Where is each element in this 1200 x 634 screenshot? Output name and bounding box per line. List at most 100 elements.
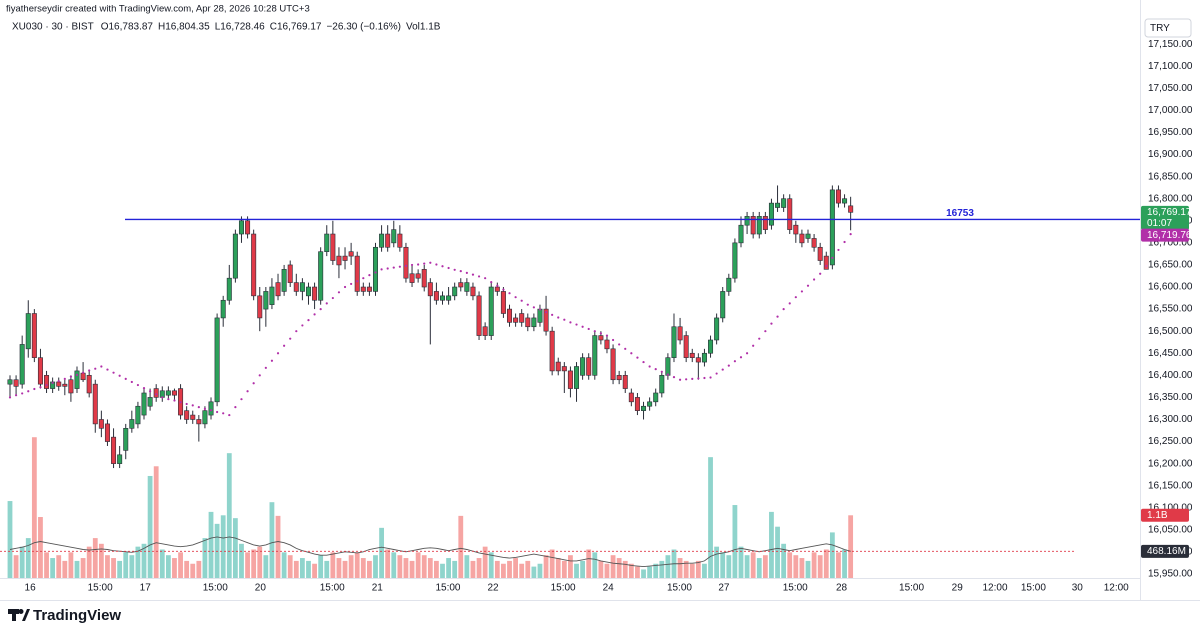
y-tick-label: 16,550.00 xyxy=(1148,304,1193,315)
sma-dot xyxy=(368,273,371,277)
sma-dot xyxy=(465,271,468,274)
candle-body xyxy=(92,383,98,425)
candle-body xyxy=(117,454,123,464)
candle-body xyxy=(330,233,336,261)
candle-body xyxy=(622,375,628,389)
volume-bar xyxy=(312,563,317,578)
volume-bar xyxy=(409,560,415,578)
sma-dot xyxy=(599,332,602,335)
sma-dot xyxy=(191,404,194,407)
volume-bar xyxy=(220,515,226,578)
sma-dot xyxy=(429,261,432,264)
volume-bar xyxy=(628,563,634,578)
status-item: O16,783.87 xyxy=(101,22,154,33)
y-tick-label: 16,900.00 xyxy=(1148,149,1193,160)
sma-dot xyxy=(155,393,158,396)
sma-dot xyxy=(374,271,377,274)
volume-bar xyxy=(44,552,49,578)
candle-body xyxy=(799,233,805,244)
sma-dot xyxy=(544,311,548,314)
sma-dot xyxy=(843,240,846,244)
candle-body xyxy=(647,401,653,407)
horizontal-line-label: 16753 xyxy=(946,208,974,219)
volume-bar xyxy=(348,555,354,578)
sma-dot xyxy=(618,343,621,346)
sma-dot xyxy=(21,392,24,395)
currency-box[interactable] xyxy=(1144,18,1192,38)
volume-bar xyxy=(415,552,421,578)
volume-bar xyxy=(476,558,482,578)
sma-dot xyxy=(636,356,639,359)
volume-bar xyxy=(38,517,43,578)
sma-tag-label: 16,719.76 xyxy=(1147,230,1192,241)
sma-dot xyxy=(100,365,103,368)
volume-bar xyxy=(403,558,409,578)
volume-bar xyxy=(440,563,445,578)
volume-bar xyxy=(306,560,311,578)
candle-body xyxy=(62,383,68,387)
sma-dot xyxy=(697,377,700,380)
volume-bar xyxy=(482,546,488,578)
sma-dot xyxy=(197,406,200,409)
candle-body xyxy=(659,375,665,394)
sma-dot xyxy=(812,278,816,281)
x-tick-label: 27 xyxy=(718,583,730,594)
y-tick-label: 16,450.00 xyxy=(1148,348,1193,359)
status-item: Vol1.1B xyxy=(406,22,441,33)
candle-body xyxy=(531,317,537,328)
sma-tag-box xyxy=(1141,228,1189,242)
last-price-tag-label: 01:07 xyxy=(1147,218,1172,229)
volume-bar xyxy=(586,549,592,578)
sma-dot xyxy=(752,344,755,347)
volume-bar xyxy=(56,555,62,578)
candle-body xyxy=(129,419,135,429)
last-price-tag-label: 16,769.17 xyxy=(1147,207,1192,218)
candle-body xyxy=(586,357,592,376)
volume-bar xyxy=(842,549,847,578)
sma-dot xyxy=(276,352,280,355)
volume-bar xyxy=(507,560,512,578)
candle-body xyxy=(275,282,281,297)
volume-bar xyxy=(92,538,98,578)
volume-bar xyxy=(360,558,366,578)
sma-dot xyxy=(148,390,152,393)
candle-body xyxy=(208,401,214,416)
candle-body xyxy=(525,317,531,328)
sma-dot xyxy=(331,296,334,300)
candle-body xyxy=(768,202,774,226)
candle-body xyxy=(762,216,768,230)
volume-bar xyxy=(196,560,202,578)
volume-bar xyxy=(342,560,348,578)
x-tick-label: 16 xyxy=(25,583,37,594)
candle-body xyxy=(305,286,311,297)
candle-body xyxy=(7,379,13,385)
sma-dot xyxy=(356,280,359,283)
status-item: H16,804.35 xyxy=(158,22,210,33)
sma-dot xyxy=(733,360,737,363)
volume-bar xyxy=(756,558,762,578)
sma-dot xyxy=(587,327,590,331)
candle-body xyxy=(141,392,147,416)
candle-body xyxy=(13,379,19,387)
x-tick-label: 30 xyxy=(1072,583,1084,594)
volume-bar xyxy=(762,555,768,578)
volume-bar xyxy=(19,546,25,578)
x-tick-label: 28 xyxy=(836,583,848,594)
sma-dot xyxy=(423,262,426,265)
sma-dot xyxy=(575,323,578,326)
volume-bar xyxy=(330,552,336,578)
sma-dot xyxy=(57,379,60,383)
x-tick-label: 17 xyxy=(140,583,152,594)
candle-body xyxy=(403,246,409,279)
y-tick-label: 16,400.00 xyxy=(1148,370,1193,381)
candle-body xyxy=(580,357,586,376)
y-tick-label: 17,000.00 xyxy=(1148,105,1193,116)
volume-bar xyxy=(373,555,378,578)
volume-bar xyxy=(787,552,793,578)
sma-dot xyxy=(258,374,261,377)
volume-bar xyxy=(464,555,470,578)
volume-bar xyxy=(165,555,171,578)
candle-body xyxy=(714,317,720,341)
volume-ma-tag-label: 468.16M xyxy=(1147,546,1186,557)
volume-bar xyxy=(549,549,555,578)
